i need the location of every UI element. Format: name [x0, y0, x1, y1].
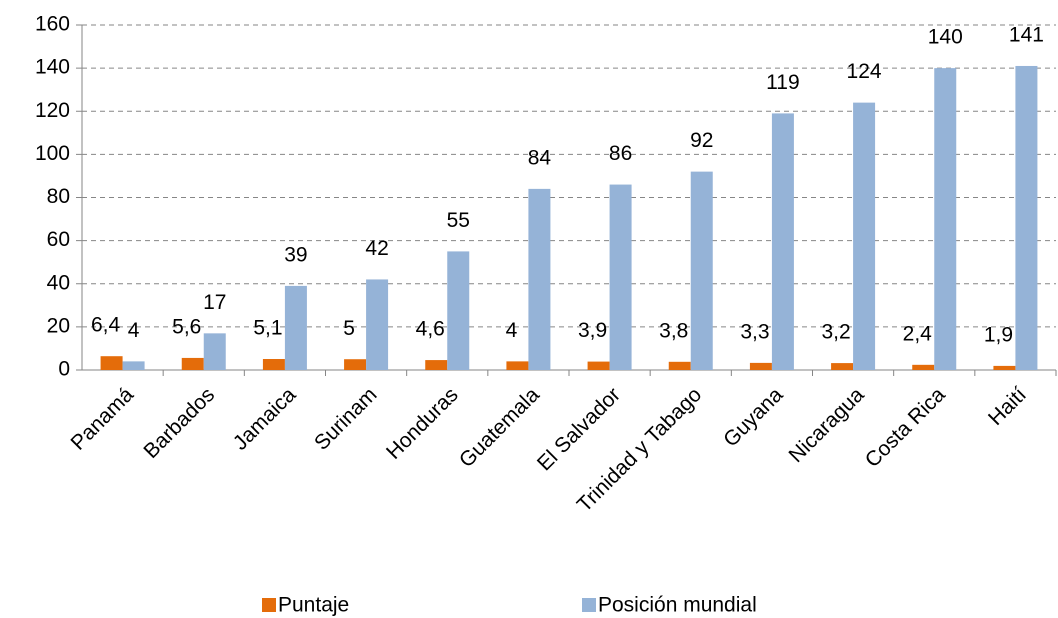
bar	[528, 188, 551, 370]
x-tick-label: Costa Rica	[861, 383, 950, 472]
x-tick-label: Panamá	[66, 383, 138, 455]
y-tick-label: 80	[47, 185, 70, 208]
data-label: 92	[690, 129, 713, 152]
data-label: 3,2	[821, 321, 850, 344]
bar	[100, 356, 123, 370]
bar	[284, 285, 307, 370]
data-label: 3,3	[740, 320, 769, 343]
legend-swatch	[582, 598, 596, 612]
bar	[934, 68, 957, 370]
data-label: 84	[528, 146, 552, 169]
data-label: 3,9	[578, 319, 607, 342]
data-label: 1,9	[984, 323, 1013, 346]
bar	[425, 360, 448, 370]
y-tick-label: 60	[47, 228, 70, 251]
legend-label: Posición mundial	[598, 594, 757, 617]
bar	[366, 279, 389, 370]
y-tick-label: 0	[58, 358, 70, 381]
bar	[993, 365, 1016, 370]
data-label: 5,6	[172, 315, 201, 338]
bar	[668, 361, 691, 370]
y-tick-label: 40	[47, 271, 70, 294]
data-label: 4,6	[416, 318, 445, 341]
x-tick-label: Surinam	[310, 383, 382, 455]
legend-swatch	[262, 598, 276, 612]
y-tick-label: 120	[35, 99, 70, 122]
x-tick-label: Jamaica	[229, 383, 301, 455]
bar	[181, 357, 204, 370]
data-label: 2,4	[903, 322, 933, 345]
data-label: 5	[343, 317, 355, 340]
bar	[831, 363, 854, 370]
bar	[771, 113, 794, 370]
bar	[749, 362, 772, 370]
data-label: 3,8	[659, 319, 688, 342]
data-label: 119	[766, 71, 799, 94]
data-label: 5,1	[253, 317, 282, 340]
y-tick-label: 20	[47, 314, 70, 337]
data-label: 86	[609, 142, 632, 165]
bar	[853, 102, 876, 370]
data-label: 140	[928, 26, 963, 49]
data-label: 42	[365, 237, 388, 260]
x-tick-label: Guyana	[719, 383, 787, 451]
y-tick-label: 140	[35, 56, 70, 79]
data-label: 4	[128, 319, 140, 342]
y-tick-label: 100	[35, 142, 70, 165]
data-label: 39	[284, 243, 307, 266]
x-tick-label: Honduras	[382, 383, 463, 464]
bar	[344, 359, 367, 370]
bar	[1015, 65, 1038, 370]
data-label: 4	[506, 319, 518, 342]
bar	[506, 361, 529, 370]
data-label: 17	[203, 291, 226, 314]
x-tick-label: Guatemala	[455, 383, 544, 472]
bar	[587, 361, 610, 370]
bar	[447, 251, 470, 370]
legend-label: Puntaje	[278, 594, 349, 617]
x-tick-label: Haití	[984, 383, 1031, 430]
bar	[203, 333, 226, 370]
bar	[690, 171, 713, 370]
bar	[912, 364, 935, 370]
data-label: 124	[847, 60, 882, 83]
data-label: 141	[1009, 24, 1044, 47]
data-label: 6,4	[91, 314, 121, 337]
data-label: 55	[447, 209, 470, 232]
bar	[262, 359, 285, 370]
y-tick-label: 160	[35, 13, 70, 36]
x-tick-label: Nicaragua	[785, 383, 869, 467]
bar	[609, 184, 632, 370]
bar	[122, 361, 145, 370]
x-tick-label: Barbados	[139, 383, 219, 463]
